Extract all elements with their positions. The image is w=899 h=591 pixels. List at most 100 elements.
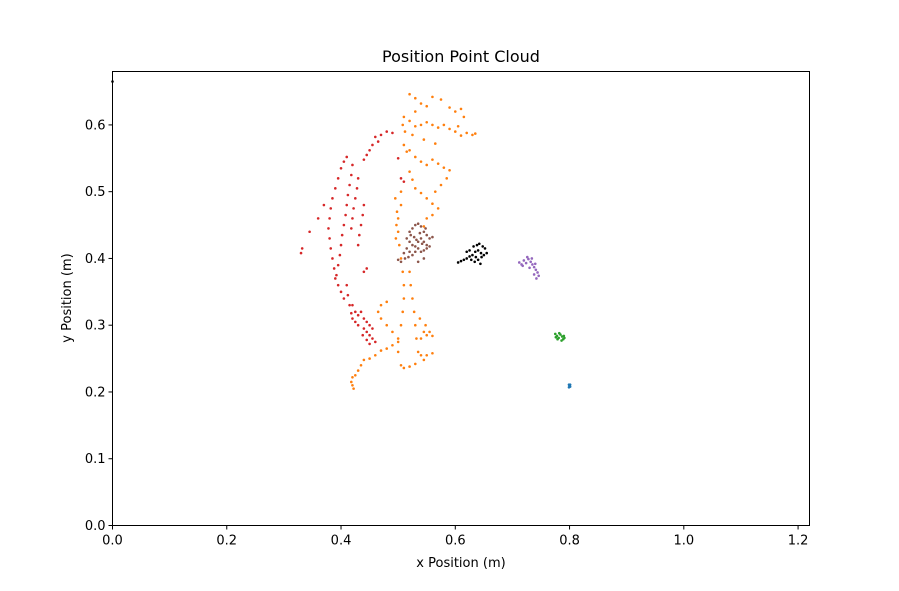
data-point: [395, 210, 399, 214]
data-point: [405, 247, 409, 250]
data-point: [414, 250, 417, 254]
data-point: [396, 350, 400, 354]
data-point: [424, 323, 427, 327]
data-point: [411, 297, 414, 300]
data-point: [419, 191, 423, 195]
data-point: [356, 243, 360, 247]
data-point: [350, 227, 353, 230]
data-point: [568, 383, 572, 386]
data-point: [422, 257, 426, 260]
data-point: [346, 193, 350, 197]
data-point: [465, 250, 469, 254]
data-point: [456, 261, 460, 264]
data-point: [468, 249, 471, 252]
data-point: [355, 187, 359, 190]
data-point: [395, 223, 398, 227]
data-point: [479, 251, 483, 255]
data-point: [476, 258, 480, 262]
data-point: [471, 253, 474, 257]
data-point: [402, 180, 406, 183]
data-point: [480, 255, 483, 259]
data-point: [425, 353, 429, 357]
data-point: [328, 217, 331, 220]
data-point: [403, 130, 407, 133]
data-point: [401, 270, 405, 274]
data-point: [351, 317, 354, 320]
data-point: [332, 267, 336, 270]
data-point: [409, 283, 413, 287]
data-point: [420, 242, 424, 246]
data-point: [424, 227, 427, 230]
data-point: [299, 251, 303, 255]
data-point: [469, 258, 473, 262]
data-point: [402, 143, 406, 147]
data-point: [334, 277, 337, 280]
data-point: [351, 375, 354, 379]
data-point: [425, 163, 429, 167]
data-point: [462, 258, 466, 262]
data-point: [342, 297, 346, 300]
data-point: [428, 330, 431, 334]
data-point: [431, 235, 434, 239]
data-point: [414, 245, 417, 248]
x-axis-label: x Position (m): [416, 556, 505, 571]
data-point: [411, 133, 414, 137]
data-point: [479, 262, 482, 266]
data-point: [412, 235, 416, 239]
y-tick-label: 0.0: [85, 519, 106, 534]
data-point: [411, 253, 414, 257]
data-point: [344, 213, 347, 217]
data-point: [522, 259, 526, 262]
data-point: [416, 240, 420, 244]
data-point: [345, 155, 349, 159]
data-point: [371, 327, 374, 330]
data-point: [554, 335, 558, 339]
data-point: [416, 247, 420, 250]
x-tick-label: 1.0: [673, 534, 694, 549]
y-tick-label: 0.3: [85, 319, 106, 334]
data-point: [560, 339, 563, 342]
data-point: [442, 123, 446, 127]
data-point: [399, 363, 403, 367]
data-point: [379, 349, 383, 352]
points-layer: [111, 80, 572, 390]
x-tick-label: 0.4: [331, 534, 352, 549]
data-point: [483, 247, 487, 250]
data-point: [418, 317, 422, 320]
data-point: [557, 331, 561, 335]
data-point: [459, 259, 463, 263]
data-point: [425, 217, 429, 220]
x-tick-label: 1.2: [788, 534, 809, 549]
data-point: [553, 332, 557, 336]
data-point: [419, 225, 423, 228]
data-point: [532, 273, 536, 276]
data-point: [414, 187, 417, 190]
data-point: [346, 293, 350, 297]
data-point: [399, 190, 403, 193]
data-point: [362, 327, 366, 330]
data-point: [351, 217, 354, 220]
data-point: [425, 104, 429, 108]
data-point: [362, 158, 366, 161]
data-point: [359, 310, 363, 314]
data-point: [412, 310, 416, 314]
data-point: [414, 96, 417, 100]
data-point: [465, 131, 469, 135]
data-point: [374, 135, 377, 139]
data-point: [356, 323, 360, 327]
data-point: [402, 115, 406, 119]
data-point: [396, 340, 400, 344]
data-point: [414, 362, 417, 366]
data-point: [535, 277, 538, 280]
data-point: [556, 337, 559, 341]
x-tick-label: 0.0: [102, 534, 123, 549]
data-point: [436, 162, 440, 165]
data-point: [414, 223, 417, 227]
data-point: [425, 120, 429, 124]
y-tick-label: 0.2: [85, 385, 106, 400]
plot-frame: [112, 71, 810, 526]
data-point: [408, 365, 411, 368]
data-point: [562, 334, 566, 338]
data-point: [336, 263, 340, 267]
